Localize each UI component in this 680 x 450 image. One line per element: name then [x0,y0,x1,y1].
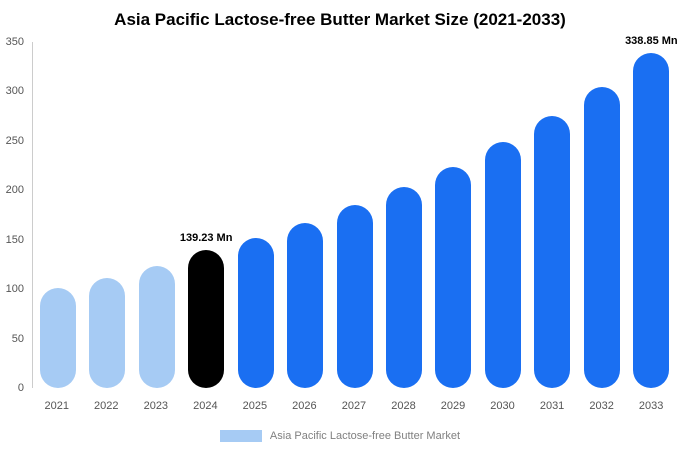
bar-2021 [39,288,76,388]
bar-2029 [435,166,472,388]
bar-group-2024: 139.23 Mn [179,42,233,388]
bar-2030 [484,141,521,388]
x-tick-label: 2024 [193,400,218,412]
bar-group-2032 [577,42,626,388]
bar-value-label: 338.85 Mn [625,35,678,48]
legend-swatch [219,430,262,442]
bar-2024 [188,250,225,388]
bar-group-2026 [280,42,329,388]
x-tick-label: 2032 [589,400,614,412]
x-tick-label: 2025 [242,400,268,412]
bar-group-2029 [429,42,478,388]
x-tick-label: 2021 [44,400,69,412]
y-axis: 0 50 100 150 200 250 300 350 [0,36,28,394]
bar-2032 [583,87,620,388]
x-axis-labels: 2021 2022 2023 2024 2025 2026 2027 2028 2029 2030… [32,400,676,412]
bar-2033 [633,53,670,388]
x-tick-label: 2031 [539,400,565,412]
y-tick-label: 100 [5,283,24,296]
x-tick-label: 2023 [143,400,169,412]
y-tick-label: 150 [5,233,24,246]
bar-2031 [534,116,571,388]
x-tick-label: 2029 [440,400,466,412]
x-tick-label: 2027 [341,400,367,412]
y-tick-label: 350 [5,36,24,48]
bar-2027 [336,205,373,388]
bar-value-label: 139.23 Mn [179,232,233,245]
x-tick-label: 2028 [391,400,416,412]
bar-group-2021 [33,42,82,388]
y-tick-label: 0 [17,382,24,394]
bar-group-2023 [132,42,181,388]
y-tick-label: 250 [5,134,24,147]
bar-group-2028 [379,42,428,388]
y-tick-label: 50 [11,332,24,345]
bar-group-2022 [82,42,131,388]
bar-group-2031 [528,42,577,388]
x-tick-label: 2022 [94,400,119,412]
bar-group-2033: 338.85 Mn [625,35,678,388]
x-tick-label: 2026 [292,400,317,412]
bar-group-2030 [478,42,527,388]
x-tick-label: 2033 [638,400,664,412]
bar-group-2025 [231,42,280,388]
y-tick-label: 300 [5,85,24,98]
x-tick-label: 2030 [490,400,515,412]
legend-label: Asia Pacific Lactose-free Butter Market [269,430,461,442]
bar-2028 [386,187,423,388]
bar-group-2027 [330,42,379,388]
bar-2023 [138,266,175,388]
legend: Asia Pacific Lactose-free Butter Market [0,430,680,442]
bar-2025 [237,237,274,388]
chart-title: Asia Pacific Lactose-free Butter Market … [114,10,566,29]
bar-2026 [287,222,324,388]
plot-area: 139.23 Mn 338.85 Mn [32,35,678,388]
bar-2022 [89,278,126,388]
y-tick-label: 200 [5,184,24,197]
